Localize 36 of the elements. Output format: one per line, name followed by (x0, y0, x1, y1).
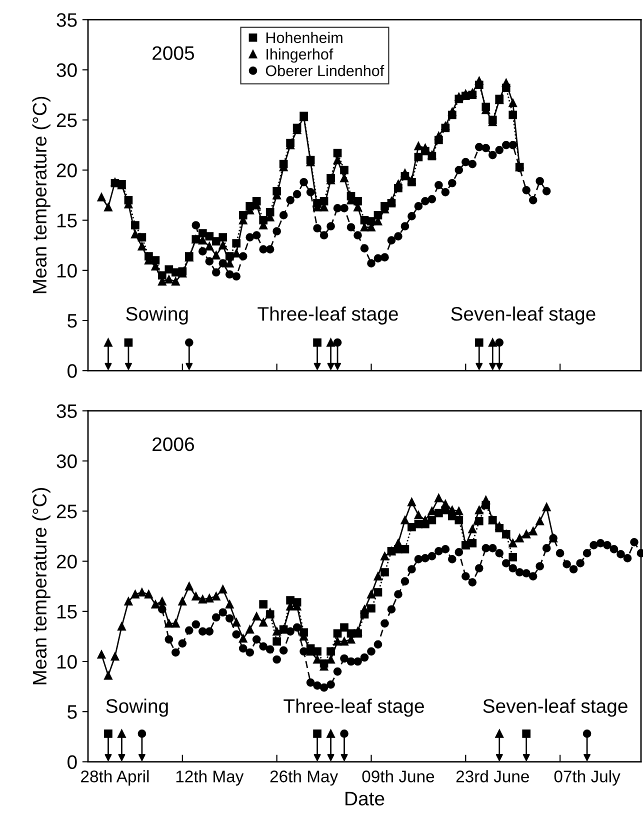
y-tick-label: 15 (57, 214, 77, 228)
annotation: Three-leaf stage (258, 306, 398, 325)
annotation: Seven-leaf stage (483, 698, 628, 717)
y-tick-label: 10 (57, 264, 77, 278)
y-tick-label: 35 (56, 13, 77, 27)
y-tick-label: 5 (68, 705, 77, 719)
legend-label: Ihingerhof (266, 48, 334, 63)
legend-label: Oberer Lindenhof (266, 64, 384, 76)
y-tick-label: 25 (56, 113, 77, 128)
x-tick-label: 28th April (81, 770, 149, 786)
y-tick-label: 5 (68, 314, 77, 328)
y-tick-label: 30 (56, 63, 77, 78)
annotation: Three-leaf stage (284, 698, 424, 717)
text: 2006 (152, 437, 194, 452)
y-tick-label: 20 (56, 164, 77, 178)
y-tick-label: 35 (56, 404, 77, 418)
y-tick-label: 10 (57, 654, 77, 669)
annotation: Sowing (126, 306, 188, 325)
y-tick-label: 30 (56, 454, 77, 468)
annotation: Sowing (106, 698, 168, 717)
y-tick-label: 25 (56, 504, 77, 518)
annotation: Seven-leaf stage (451, 306, 596, 325)
y-tick-label: 20 (56, 554, 77, 568)
text: 2005 (152, 46, 194, 60)
y-tick-label: 0 (68, 755, 77, 770)
y-tick-label: 0 (68, 364, 77, 378)
x-tick-label: 26th May (270, 770, 338, 786)
x-axis-title: Date (346, 792, 384, 806)
x-tick-label: 23rd June (456, 770, 529, 782)
y-axis-title: Mean temperature (°C) (32, 96, 50, 294)
y-tick-label: 15 (57, 605, 77, 619)
x-tick-label: 12th May (176, 770, 244, 786)
x-tick-label: 09th June (362, 770, 434, 782)
x-tick-label: 07th July (554, 770, 620, 786)
y-axis-title: Mean temperature (°C) (32, 488, 50, 684)
legend-label: Hohenheim (266, 32, 342, 44)
